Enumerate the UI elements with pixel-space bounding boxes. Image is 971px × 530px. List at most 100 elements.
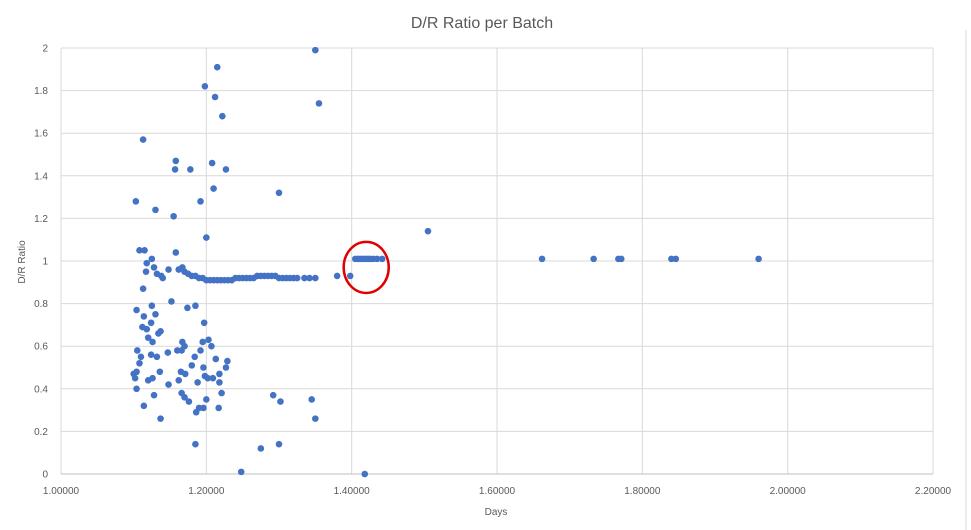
data-point [373, 255, 381, 263]
data-point [315, 100, 323, 107]
x-tick-label: 2.20000 [915, 486, 952, 497]
y-axis-label: D/R Ratio [17, 240, 28, 284]
y-tick-label: 1.2 [34, 214, 48, 225]
data-point [157, 327, 164, 335]
data-point [257, 445, 265, 452]
data-point [153, 353, 161, 361]
data-point [140, 402, 148, 410]
data-point [308, 396, 316, 403]
data-point [143, 325, 151, 333]
data-point [275, 440, 283, 448]
data-point [148, 302, 156, 310]
highlight-ellipse [342, 240, 390, 295]
data-point [133, 385, 140, 393]
data-point [140, 313, 148, 320]
x-tick-label: 1.40000 [334, 486, 371, 497]
data-point [222, 166, 230, 173]
data-point [204, 374, 212, 382]
data-point [152, 206, 159, 214]
data-point [165, 381, 172, 388]
data-point [172, 157, 180, 165]
data-point [201, 83, 209, 90]
y-tick-label: 0.8 [34, 299, 48, 310]
data-points [130, 46, 762, 478]
data-point [131, 374, 139, 382]
gridlines [60, 47, 934, 475]
data-point [538, 255, 546, 263]
data-point [170, 212, 177, 220]
data-point [188, 362, 196, 369]
data-point [361, 470, 369, 478]
data-point [147, 319, 155, 327]
data-point [215, 404, 222, 412]
data-point [197, 198, 204, 205]
data-point [137, 353, 145, 361]
data-point [136, 247, 143, 254]
data-point [212, 355, 220, 363]
y-tick-label: 0.6 [34, 342, 48, 353]
data-point [171, 166, 179, 173]
data-point [203, 234, 210, 241]
data-point [237, 468, 245, 476]
data-point [617, 255, 625, 263]
data-point [218, 389, 225, 397]
data-point [159, 274, 167, 282]
data-point [191, 353, 199, 361]
data-point [378, 255, 386, 263]
data-point [205, 336, 212, 344]
data-point [164, 349, 172, 356]
data-point [192, 440, 199, 448]
data-point [144, 376, 152, 384]
x-tick-label: 1.80000 [624, 486, 661, 497]
highlight-layer [342, 240, 390, 295]
data-point [157, 415, 164, 422]
data-point [312, 46, 319, 54]
data-point [172, 249, 180, 256]
data-point [197, 347, 204, 354]
data-point [187, 166, 194, 173]
data-point [672, 255, 680, 263]
data-point [209, 374, 217, 382]
data-point [144, 334, 152, 341]
data-point [222, 364, 230, 371]
data-point [277, 398, 284, 405]
y-tick-label: 1.6 [34, 129, 48, 140]
data-point [213, 63, 221, 71]
y-tick-labels: 0 0.2 0.4 0.6 0.8 1 1.2 1.4 1.6 1.8 2 [34, 44, 48, 481]
data-point [165, 266, 172, 273]
data-point [203, 396, 210, 403]
data-point [208, 159, 216, 167]
data-point [149, 338, 156, 346]
data-point [306, 274, 313, 282]
data-point [181, 394, 188, 401]
data-point [150, 391, 158, 399]
x-tick-label: 2.00000 [770, 486, 807, 497]
data-point [175, 376, 183, 384]
data-point [181, 342, 188, 350]
data-point [139, 136, 147, 143]
x-axis-label: Days [485, 507, 508, 518]
data-point [200, 364, 207, 371]
data-point [192, 302, 199, 310]
data-point [199, 338, 206, 346]
data-point [132, 198, 140, 205]
y-tick-label: 1.4 [34, 171, 48, 182]
data-point [224, 357, 231, 365]
x-tick-label: 1.00000 [43, 486, 80, 497]
data-point [147, 351, 155, 359]
data-point [333, 272, 341, 280]
data-point [148, 255, 156, 263]
data-point [200, 319, 208, 327]
data-point [143, 259, 151, 267]
data-point [755, 255, 762, 263]
y-tick-label: 1 [42, 257, 48, 268]
data-point [156, 368, 164, 376]
data-point [139, 285, 147, 292]
data-point [312, 274, 319, 282]
data-point [211, 93, 219, 101]
data-point [424, 227, 432, 235]
y-tick-label: 1.8 [34, 86, 48, 97]
